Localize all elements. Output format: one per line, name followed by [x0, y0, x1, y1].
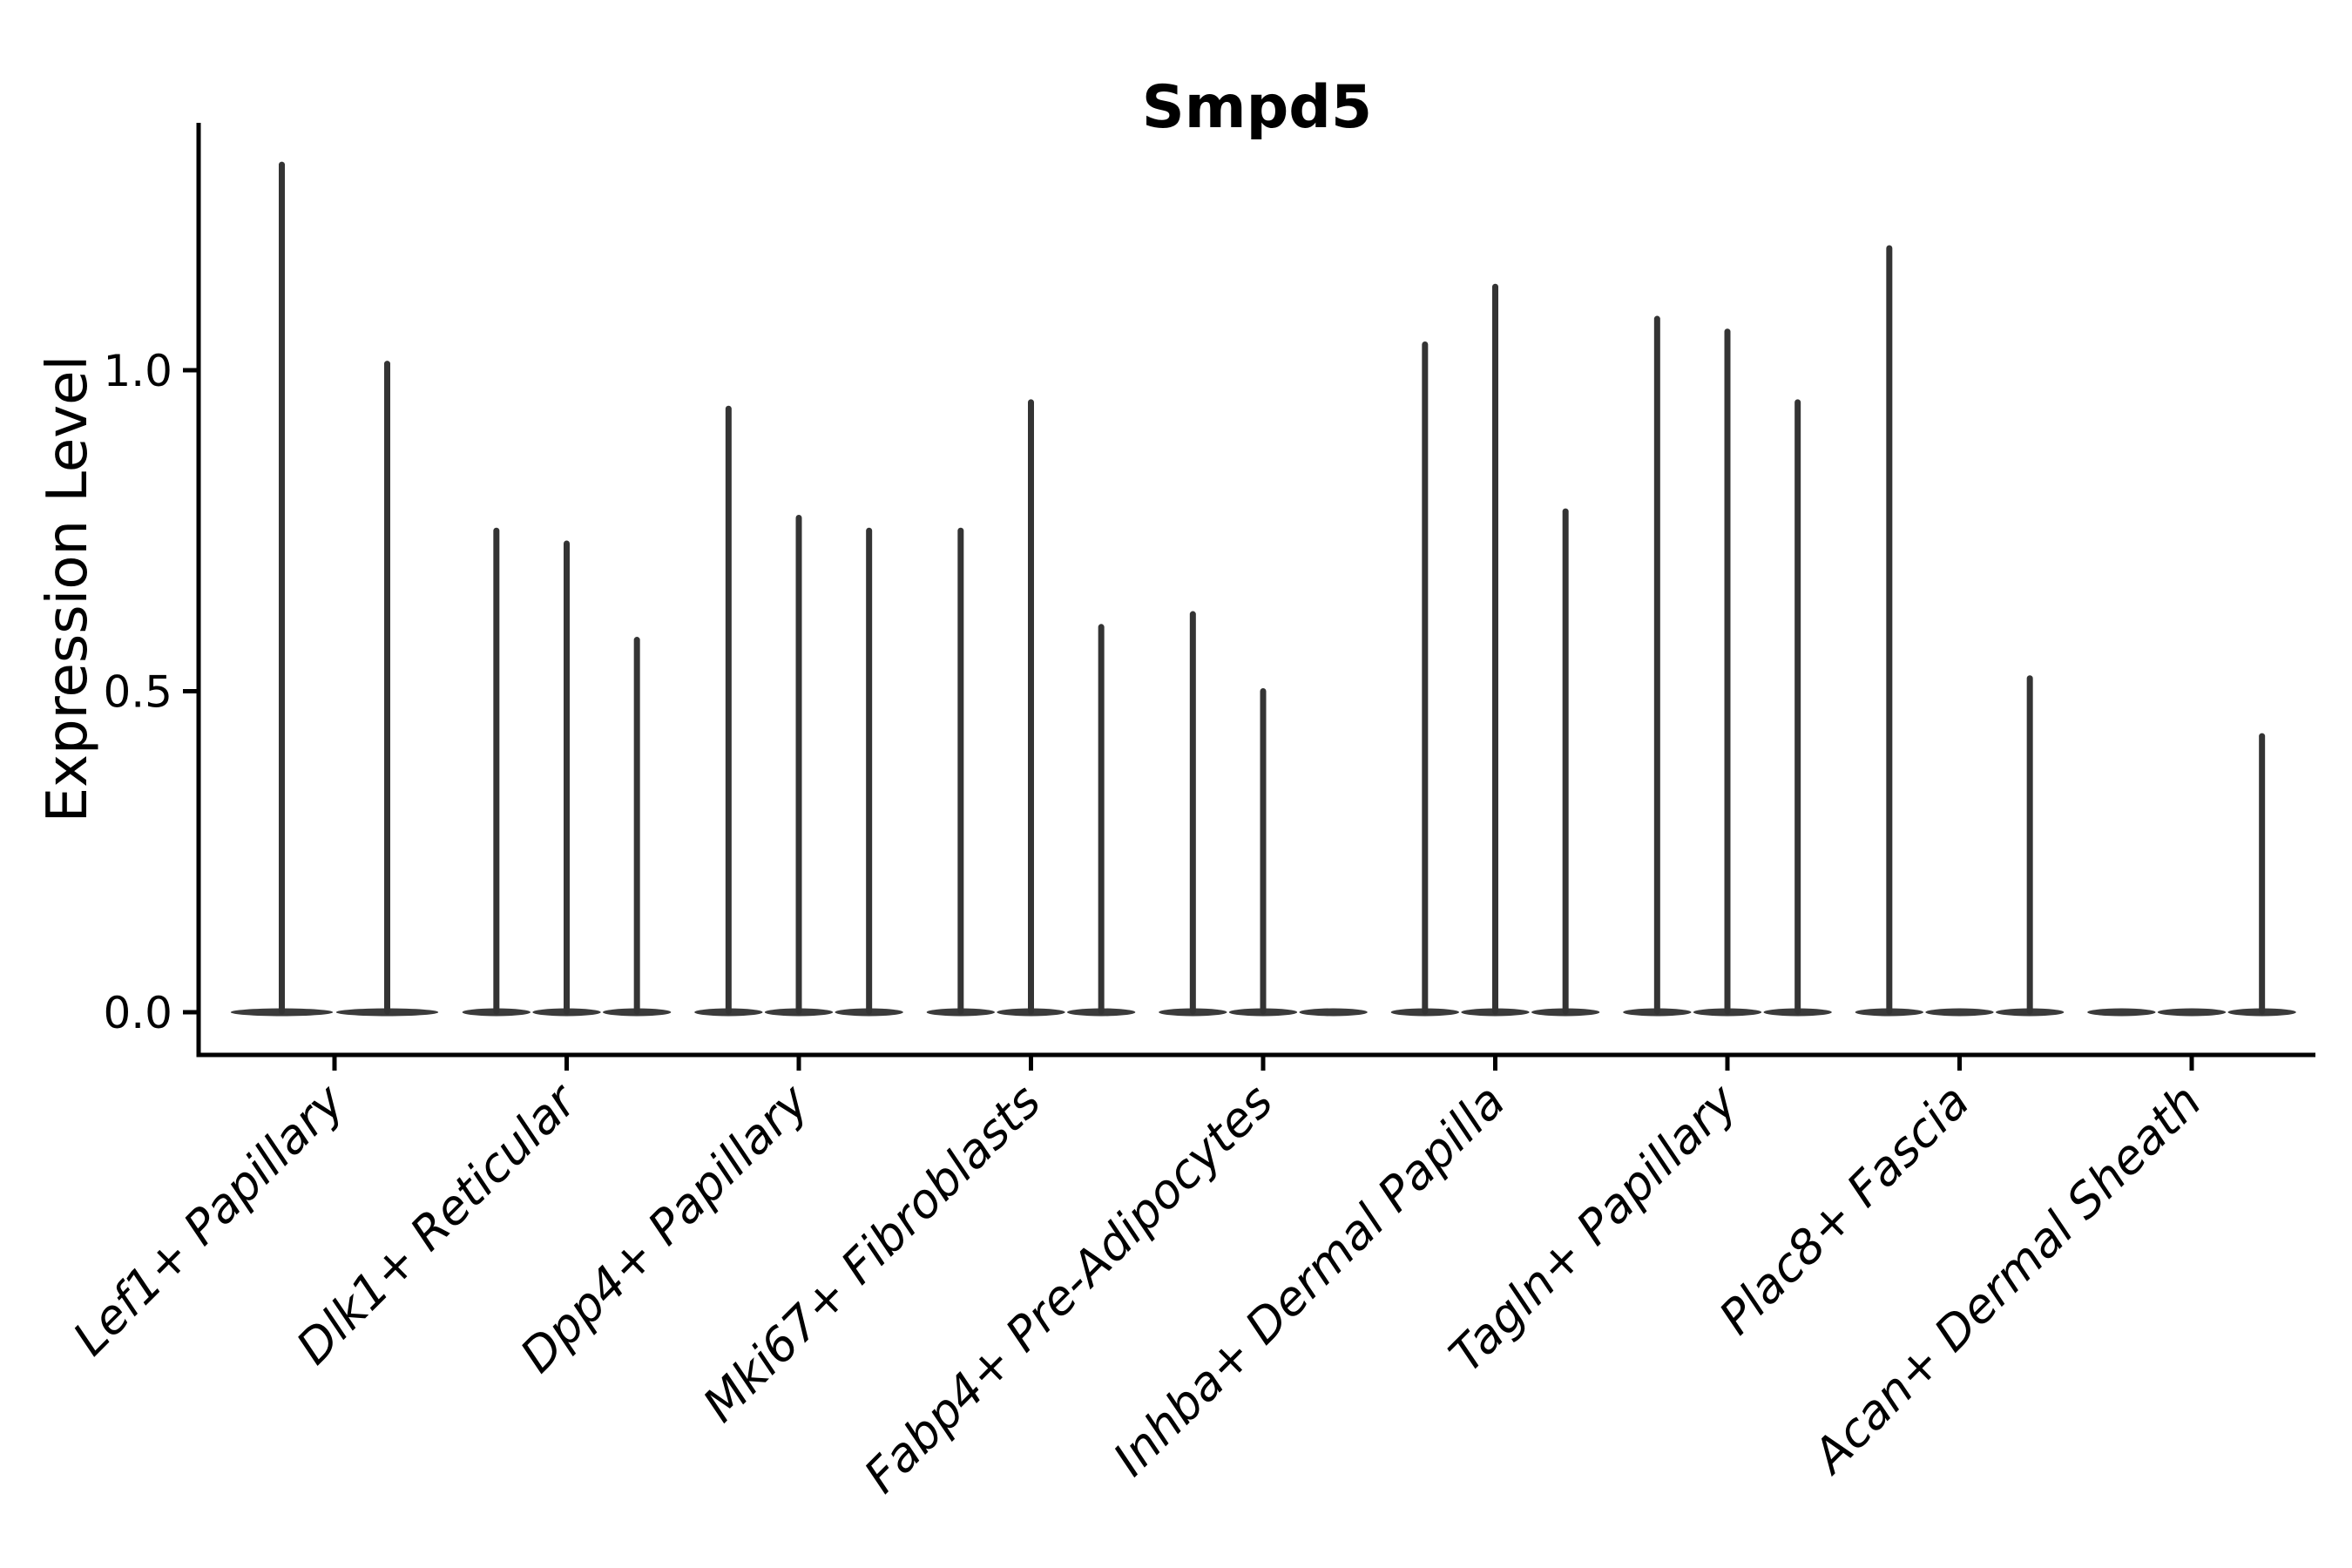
- x-tick-label: Inhba+ Dermal Papilla: [1103, 1074, 1516, 1487]
- violin-base: [2087, 1008, 2156, 1017]
- x-tick-label: Plac8+ Fascia: [1708, 1074, 1979, 1345]
- violin-base: [1299, 1008, 1368, 1017]
- y-tick-label: 0.0: [103, 988, 172, 1038]
- violin-base: [2157, 1008, 2227, 1017]
- y-tick-label: 1.0: [103, 346, 172, 396]
- x-tick-label: Acan+ Dermal Sheath: [1801, 1074, 2212, 1485]
- violin-base: [1925, 1008, 1994, 1017]
- y-tick-label: 0.5: [103, 667, 172, 718]
- x-tick-label: Fabp4+ Pre-Adipocytes: [854, 1074, 1283, 1504]
- chart-title: Smpd5: [1141, 73, 1373, 142]
